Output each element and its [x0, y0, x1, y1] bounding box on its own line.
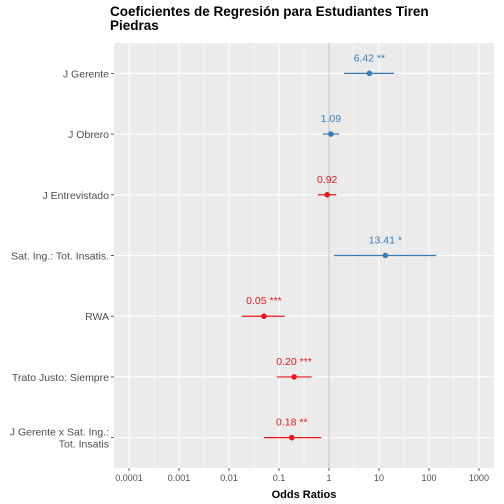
y-tick-label: J Gerente x Sat. Ing.: [10, 427, 109, 439]
y-tick-label: Sat. Ing.: Tot. Insatis. [11, 251, 109, 263]
estimate-label: 0.92 [317, 174, 338, 186]
x-tick-label: 0.01 [220, 473, 238, 483]
x-tick-label: 0.001 [168, 473, 191, 483]
estimate-point [288, 434, 295, 441]
y-tick-label: RWA [85, 311, 109, 323]
y-tick-label: J Gerente [63, 68, 109, 80]
x-axis-label: Odds Ratios [272, 489, 337, 501]
y-axis: J Gerente J Obrero J Entrevistado Sat. Ing.… [10, 68, 114, 451]
x-tick-label: 0.0001 [115, 473, 143, 483]
estimate-label: 6.42 ** [354, 52, 386, 64]
estimate-label: 0.05 *** [246, 295, 282, 307]
estimate-point [382, 252, 389, 259]
chart-title: Coeficientes de Regresión para Estudiant… [110, 5, 490, 33]
x-tick-label: 0.1 [273, 473, 286, 483]
x-tick-label: 1000 [469, 473, 489, 483]
x-axis: 0.0001 0.001 0.01 0.1 1 10 100 1000 [115, 468, 489, 483]
x-tick-label: 10 [374, 473, 384, 483]
x-tick-label: 1 [326, 473, 331, 483]
chart-title-line-1: Coeficientes de Regresión para Estudiant… [110, 4, 429, 19]
y-tick-label: J Obrero [68, 129, 109, 141]
y-tick-label: Tot. Insatis [59, 439, 109, 451]
y-tick-label: Trato Justo: Siempre [12, 372, 109, 384]
estimate-point [366, 70, 373, 77]
estimate-label: 13.41 * [369, 235, 402, 247]
x-tick-label: 100 [421, 473, 436, 483]
estimate-point [328, 131, 334, 137]
point-estimates [261, 70, 389, 441]
estimate-label: 1.09 [321, 113, 342, 125]
estimate-point [324, 191, 330, 198]
value-labels: 6.42 ** 1.09 0.92 13.41 * 0.05 *** 0.20 *** 0.… [246, 52, 402, 428]
estimate-point [261, 313, 267, 320]
y-tick-label: J Entrevistado [42, 190, 109, 202]
estimate-point [291, 374, 297, 380]
chart-title-line-2: Piedras [110, 18, 159, 33]
estimate-label: 0.18 ** [276, 417, 308, 429]
estimate-label: 0.20 *** [276, 356, 312, 368]
